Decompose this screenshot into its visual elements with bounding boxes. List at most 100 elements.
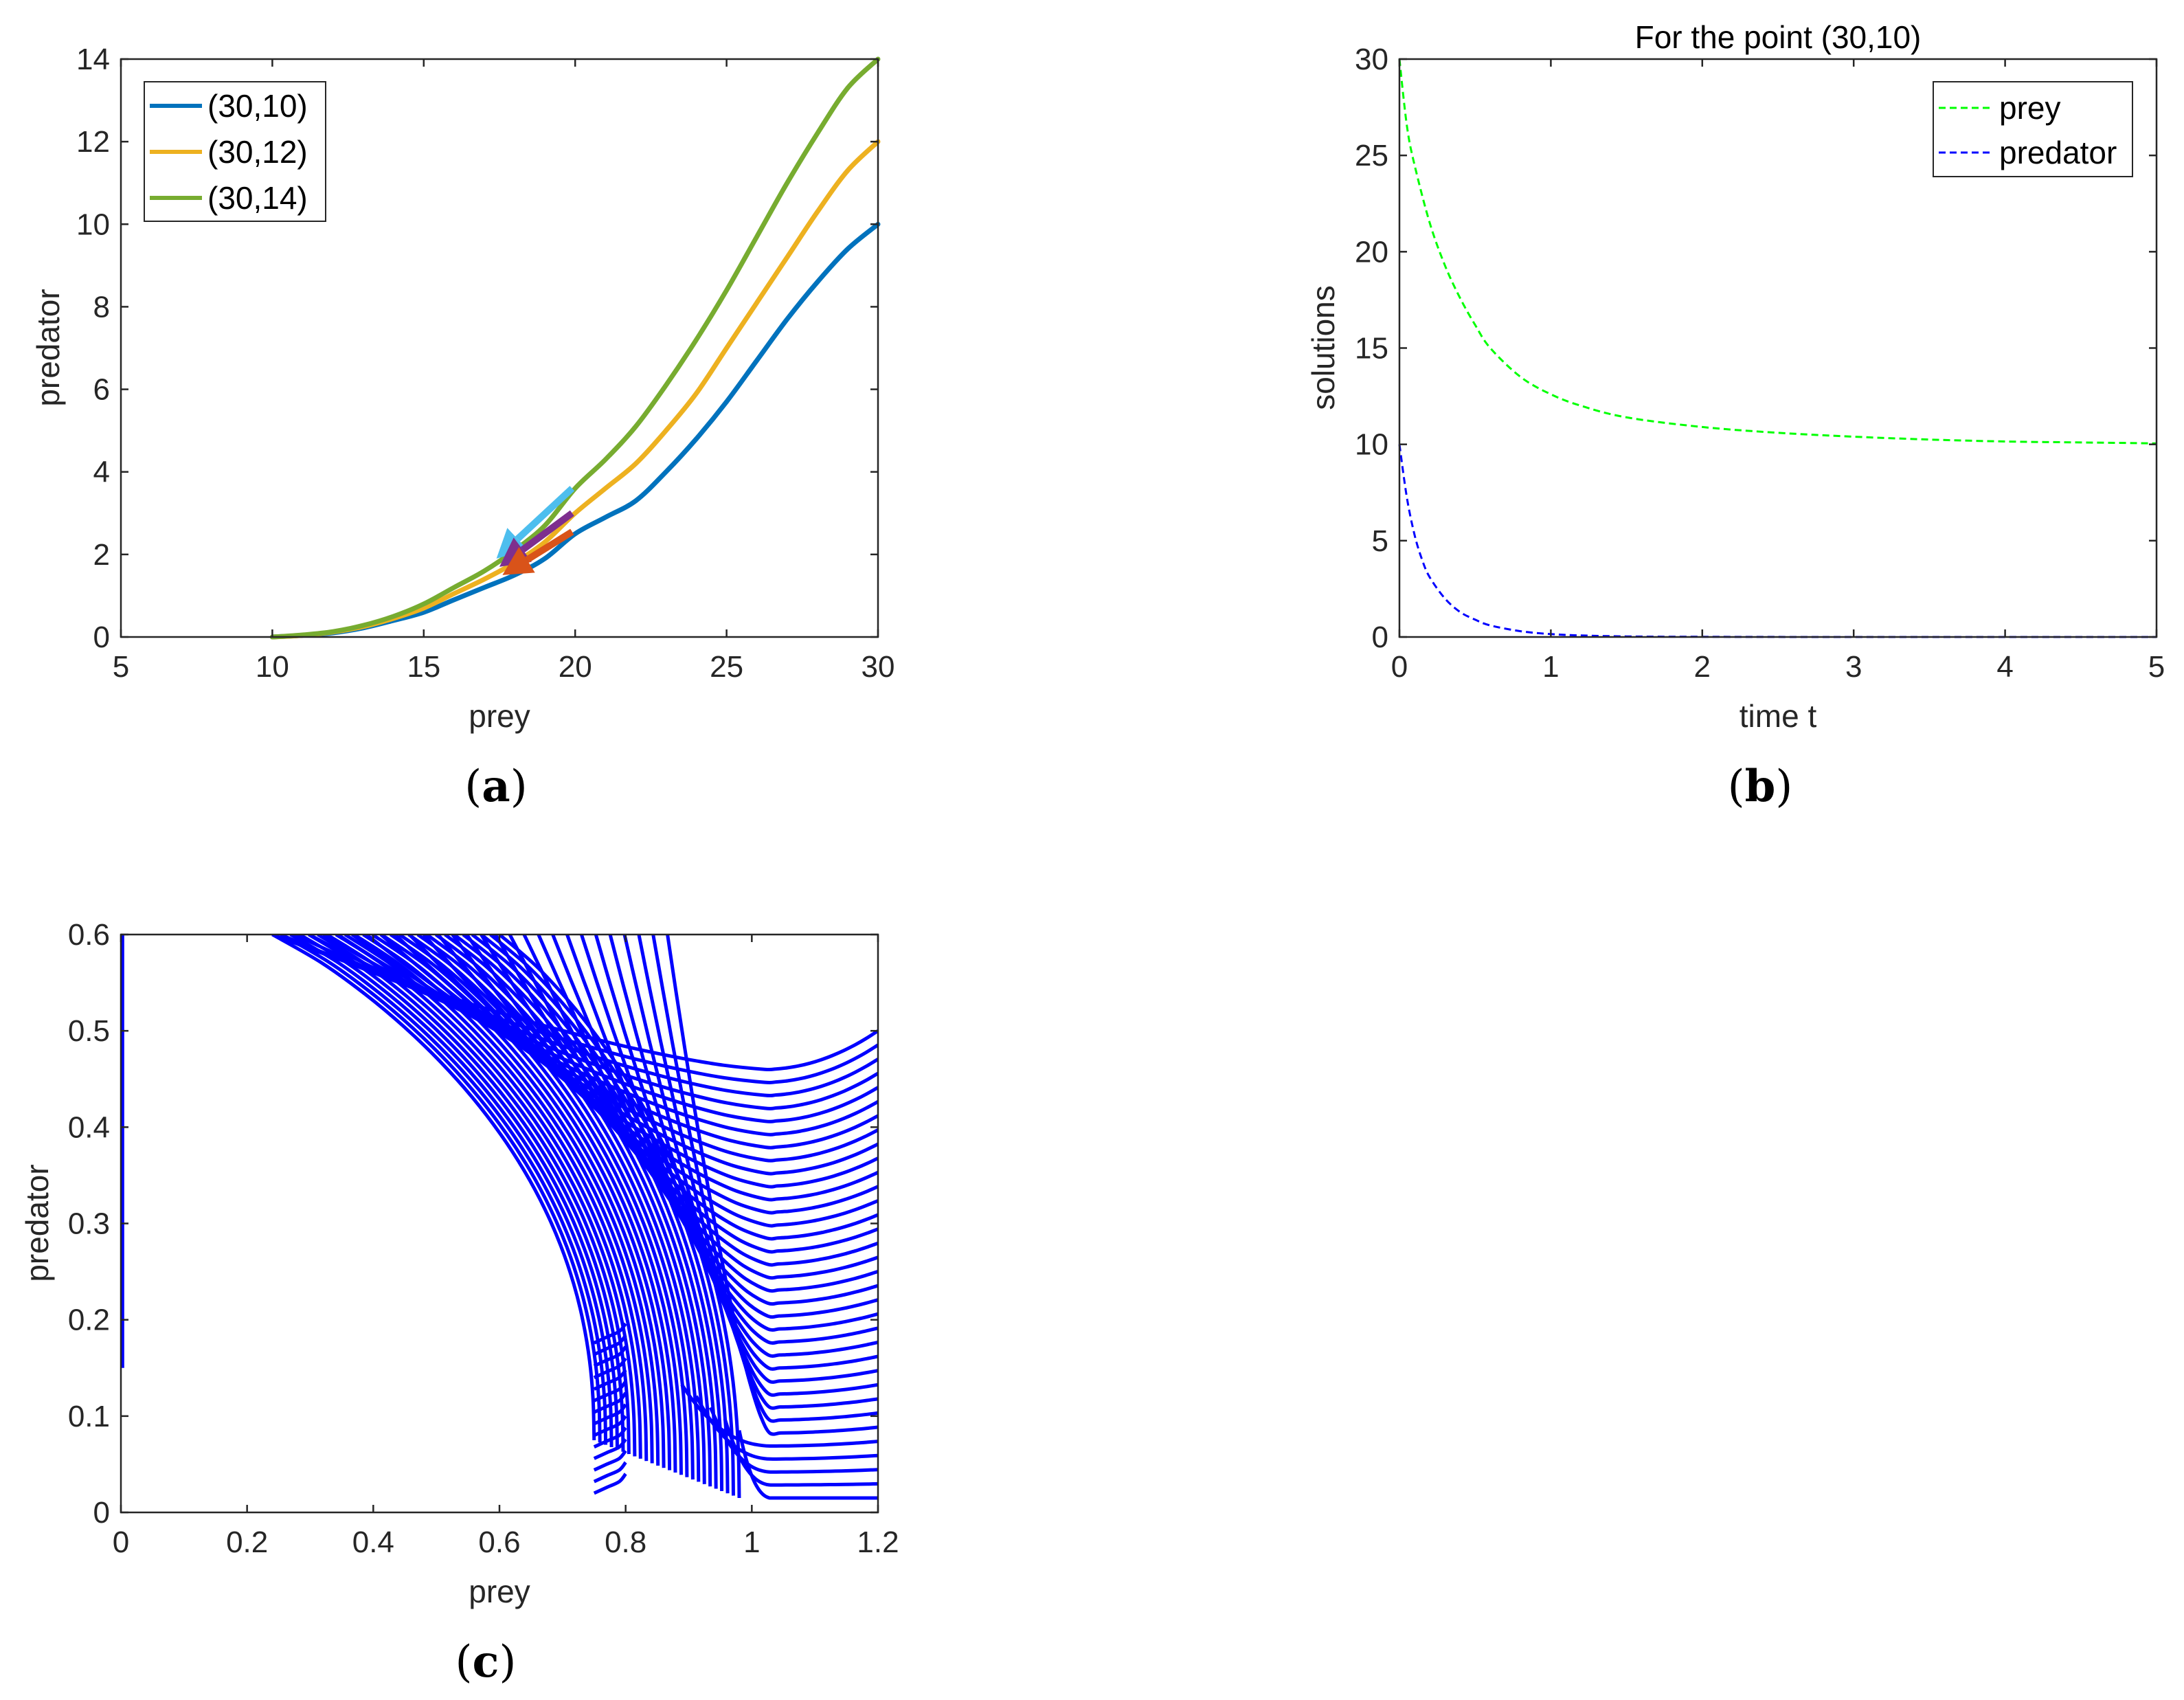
trajectory-top-8: [335, 935, 637, 1457]
y-tick-label: 0: [1372, 620, 1388, 654]
trajectory-arrow-3: [525, 528, 574, 563]
trajectory-top-5: [307, 935, 619, 1450]
trajectory-loop-5: [593, 1427, 627, 1449]
x-tick-label: 3: [1845, 650, 1862, 684]
caption-b: (b): [1728, 761, 1793, 812]
trajectory-top-9: [344, 935, 642, 1459]
trajectory-right-10: [608, 935, 878, 1384]
y-tick-label: 2: [93, 538, 110, 572]
axes-box: [120, 58, 879, 638]
y-tick-label: 0: [93, 620, 110, 654]
y-tick-label: 15: [1355, 332, 1388, 366]
series-line-1: [269, 221, 881, 640]
trajectory-loop-11: [593, 1357, 627, 1380]
legend-entry-series-3: (30,14): [207, 180, 308, 216]
trajectory-loop-1: [593, 1473, 627, 1495]
trajectory-top-16: [407, 935, 683, 1475]
x-tick-label: 25: [710, 650, 743, 684]
trajectory-top-23: [471, 935, 724, 1491]
trajectory-right-9: [622, 935, 878, 1397]
x-tick-label: 1.2: [857, 1525, 899, 1559]
y-tick-label: 0.6: [68, 918, 110, 952]
y-tick-label: 25: [1355, 139, 1388, 172]
trajectory-loop-9: [593, 1380, 627, 1402]
panel-b-chart: 0 1 2 3 4 5 0 5 10 15 20 25 30 For the point (30,10)…: [1305, 19, 2165, 812]
trajectory-arrow-1: [515, 486, 575, 541]
trajectory-top-24: [480, 935, 730, 1494]
y-tick-label: 0: [93, 1496, 110, 1530]
plot-area: [269, 56, 881, 640]
x-tick-label: 15: [407, 650, 440, 684]
x-tick-label: 1: [743, 1525, 760, 1559]
x-tick-label: 5: [113, 650, 129, 684]
trajectory-top-17: [416, 935, 689, 1477]
y-tick-label: 0.5: [68, 1014, 110, 1048]
x-tick-label: 4: [1996, 650, 2013, 684]
trajectory-top-10: [353, 935, 649, 1462]
x-tick-label: 0: [1391, 650, 1408, 684]
y-tick-label: 0.3: [68, 1207, 110, 1241]
x-tick-label: 20: [559, 650, 592, 684]
trajectory-arrowhead-3: [502, 547, 535, 575]
trajectory-loop-10: [593, 1368, 627, 1391]
x-tick-label: 2: [1694, 650, 1711, 684]
legend-entry-series-2: (30,12): [207, 134, 308, 170]
legend-box: [1933, 81, 2133, 177]
y-axis-label: solutions: [1305, 285, 1341, 410]
caption-a: (a): [464, 761, 527, 812]
legend-entry-series-2: predator: [1999, 135, 2117, 170]
x-tick-label: 30: [862, 650, 895, 684]
y-tick-label: 8: [93, 290, 110, 324]
trajectory-top-3: [289, 935, 608, 1445]
trajectory-loop-12: [593, 1345, 627, 1368]
y-tick-label: 14: [76, 43, 110, 76]
x-tick-label: 0.2: [226, 1525, 268, 1559]
x-tick-label: 5: [2148, 650, 2165, 684]
trajectory-top-2: [280, 935, 602, 1443]
tick-group: 5 10 15 20 25 30 0 2 4 6 8 10 12 14: [76, 43, 894, 684]
x-tick-label: 1: [1542, 650, 1559, 684]
y-tick-label: 10: [76, 208, 110, 241]
trajectory-top-15: [398, 935, 677, 1473]
series-line-3: [269, 56, 881, 640]
y-axis-label: predator: [19, 1164, 55, 1282]
trajectory-top-12: [371, 935, 660, 1466]
y-tick-label: 5: [1372, 524, 1388, 558]
legend-entry-series-1: prey: [1999, 90, 2060, 126]
y-tick-label: 6: [93, 373, 110, 407]
trajectory-top-1: [271, 935, 596, 1440]
series-line-predator: [1398, 444, 2157, 638]
trajectory-top-21: [453, 935, 712, 1487]
trajectory-top-20: [444, 935, 706, 1484]
trajectory-loop-13: [593, 1334, 627, 1356]
trajectory-top-26: [498, 935, 741, 1499]
caption-c: (c): [455, 1636, 517, 1688]
trajectory-loop-4: [593, 1438, 627, 1460]
x-axis-label: prey: [469, 698, 530, 734]
trajectory-top-11: [362, 935, 654, 1464]
trajectory-right-7: [651, 935, 878, 1423]
y-tick-label: 20: [1355, 235, 1388, 269]
x-axis-label: time t: [1740, 698, 1817, 734]
y-tick-label: 0.2: [68, 1304, 110, 1337]
plot-area: [1398, 58, 2157, 638]
tick-group: 0 1 2 3 4 5 0 5 10 15 20 25 30: [1355, 43, 2165, 684]
trajectory-top-19: [434, 935, 701, 1482]
panel-a-chart: 5 10 15 20 25 30 0 2 4 6 8 10 12 14 prey predator (30…: [30, 43, 894, 812]
y-tick-label: 0.4: [68, 1110, 110, 1144]
chart-title: For the point (30,10): [1635, 19, 1922, 55]
trajectory-right-6: [666, 935, 878, 1436]
y-tick-label: 4: [93, 456, 110, 489]
x-tick-label: 0.6: [478, 1525, 520, 1559]
trajectory-loop-7: [593, 1403, 627, 1426]
y-tick-label: 10: [1355, 428, 1388, 462]
trajectory-top-7: [326, 935, 631, 1455]
x-tick-label: 0.8: [605, 1525, 646, 1559]
trajectory-right-11: [594, 935, 878, 1371]
series-line-2: [269, 139, 881, 640]
trajectory-top-13: [380, 935, 666, 1468]
trajectory-loop-2: [593, 1461, 627, 1484]
legend-entry-series-1: (30,10): [207, 88, 308, 124]
panel-c-chart: 0 0.2 0.4 0.6 0.8 1 1.2 0 0.1 0.2 0.3 0.4 0.5 0.6 pre…: [19, 918, 899, 1688]
